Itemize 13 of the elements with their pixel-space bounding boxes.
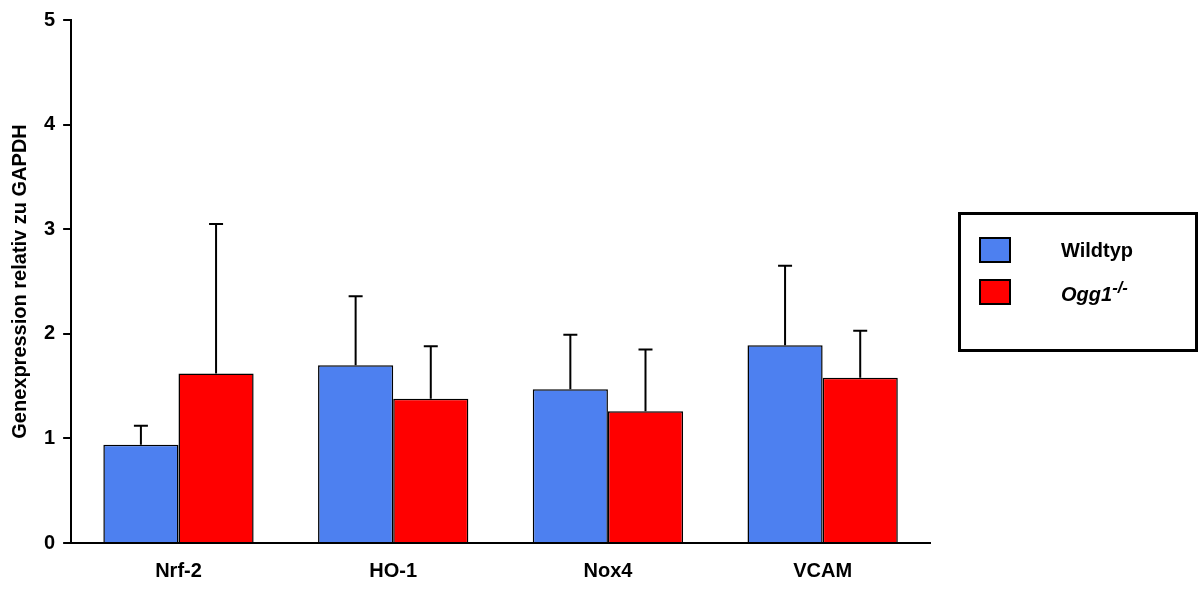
text: Ogg1$^{-/-}$ (1061, 278, 1128, 306)
text: Wildtyp (1061, 238, 1134, 262)
x-tick-label: HO-1 (369, 558, 418, 581)
y-tick-label: 1 (44, 425, 56, 448)
y-axis-title: Genexpression relativ zu GAPDH (7, 124, 30, 439)
y-tick-label: 3 (44, 216, 56, 239)
y-tick-label: 4 (44, 112, 56, 135)
y-tick-label: 5 (44, 7, 56, 30)
y-tick-label: 2 (44, 321, 56, 344)
y-tick-label: 0 (44, 530, 56, 553)
x-tick-label: VCAM (793, 558, 853, 581)
x-tick-label: Nrf-2 (155, 558, 202, 581)
x-tick-label: Nox4 (583, 558, 634, 581)
